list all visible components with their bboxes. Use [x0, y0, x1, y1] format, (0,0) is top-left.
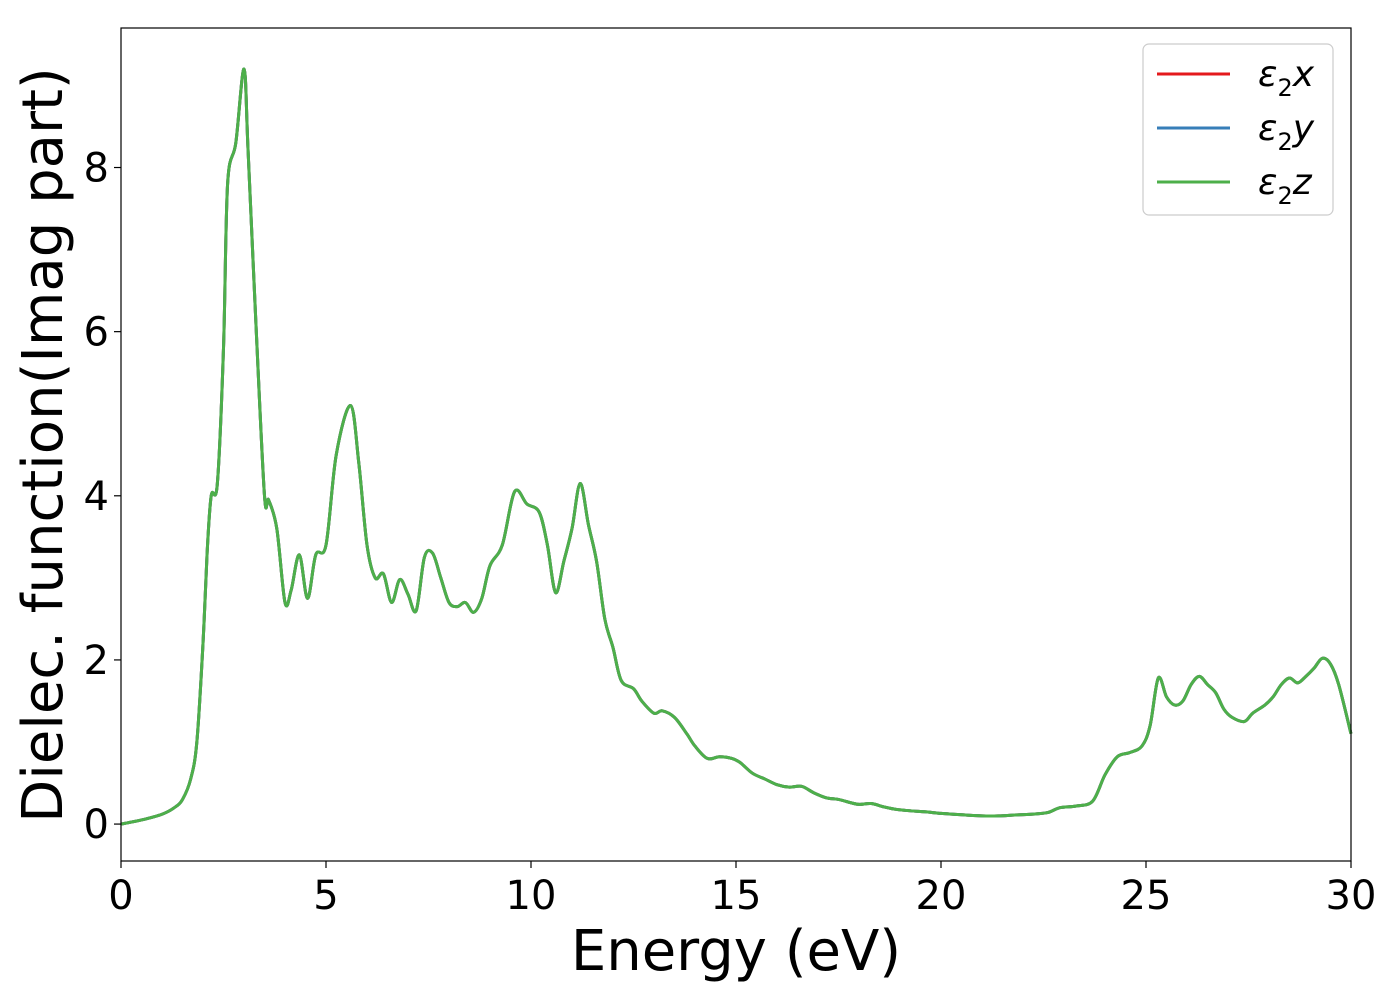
- plot-lines: [120, 67, 1353, 826]
- y-tick-label: 4: [84, 474, 109, 520]
- y-axis-title: Dielec. function(Imag part): [11, 67, 76, 823]
- x-tick-label: 20: [916, 873, 967, 919]
- x-tick-label: 15: [711, 873, 762, 919]
- series-line-z: [120, 67, 1353, 826]
- legend: ε2x ε2y ε2z: [1142, 43, 1334, 216]
- x-tick-label: 25: [1121, 873, 1172, 919]
- y-tick-label: 0: [84, 802, 109, 848]
- x-tick-label: 5: [313, 873, 338, 919]
- legend-label-y: ε2y: [1258, 108, 1315, 156]
- y-tick-label: 8: [84, 146, 109, 192]
- y-tick-label: 2: [84, 638, 109, 684]
- x-tick-label: 30: [1326, 873, 1377, 919]
- legend-label-z: ε2z: [1258, 162, 1313, 210]
- y-axis-ticks: 0 2 4 6 8: [84, 146, 121, 848]
- x-tick-label: 0: [108, 873, 133, 919]
- legend-box: [1142, 43, 1334, 216]
- x-axis-ticks: 0 5 10 15 20 25 30: [108, 861, 1376, 919]
- y-tick-label: 6: [84, 310, 109, 356]
- x-axis-title: Energy (eV): [571, 919, 901, 984]
- legend-label-x: ε2x: [1258, 54, 1315, 102]
- x-tick-label: 10: [506, 873, 557, 919]
